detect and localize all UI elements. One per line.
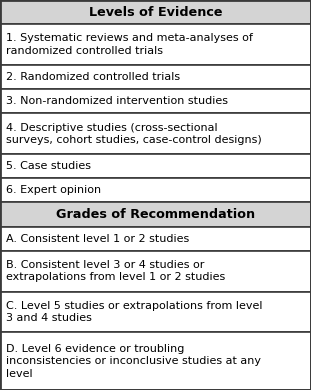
Bar	[0, 227, 311, 251]
Bar	[0, 202, 311, 227]
Bar	[0, 154, 311, 178]
Bar	[0, 65, 311, 89]
Text: 4. Descriptive studies (cross-sectional
surveys, cohort studies, case-control de: 4. Descriptive studies (cross-sectional …	[6, 122, 262, 145]
Text: Levels of Evidence: Levels of Evidence	[89, 5, 222, 19]
Bar	[0, 24, 311, 65]
Bar	[0, 178, 311, 202]
Text: 6. Expert opinion: 6. Expert opinion	[6, 185, 101, 195]
Bar	[0, 89, 311, 113]
Text: B. Consistent level 3 or 4 studies or
extrapolations from level 1 or 2 studies: B. Consistent level 3 or 4 studies or ex…	[6, 260, 225, 282]
Text: C. Level 5 studies or extrapolations from level
3 and 4 studies: C. Level 5 studies or extrapolations fro…	[6, 301, 262, 323]
Text: 1. Systematic reviews and meta-analyses of
randomized controlled trials: 1. Systematic reviews and meta-analyses …	[6, 34, 253, 56]
Text: 2. Randomized controlled trials: 2. Randomized controlled trials	[6, 72, 180, 82]
Bar	[0, 113, 311, 154]
Bar	[0, 332, 311, 390]
Text: D. Level 6 evidence or troubling
inconsistencies or inconclusive studies at any
: D. Level 6 evidence or troubling inconsi…	[6, 344, 261, 379]
Text: A. Consistent level 1 or 2 studies: A. Consistent level 1 or 2 studies	[6, 234, 189, 244]
Bar	[0, 251, 311, 292]
Bar	[0, 0, 311, 24]
Text: Grades of Recommendation: Grades of Recommendation	[56, 208, 255, 221]
Text: 5. Case studies: 5. Case studies	[6, 161, 91, 171]
Bar	[0, 292, 311, 332]
Text: 3. Non-randomized intervention studies: 3. Non-randomized intervention studies	[6, 96, 228, 106]
